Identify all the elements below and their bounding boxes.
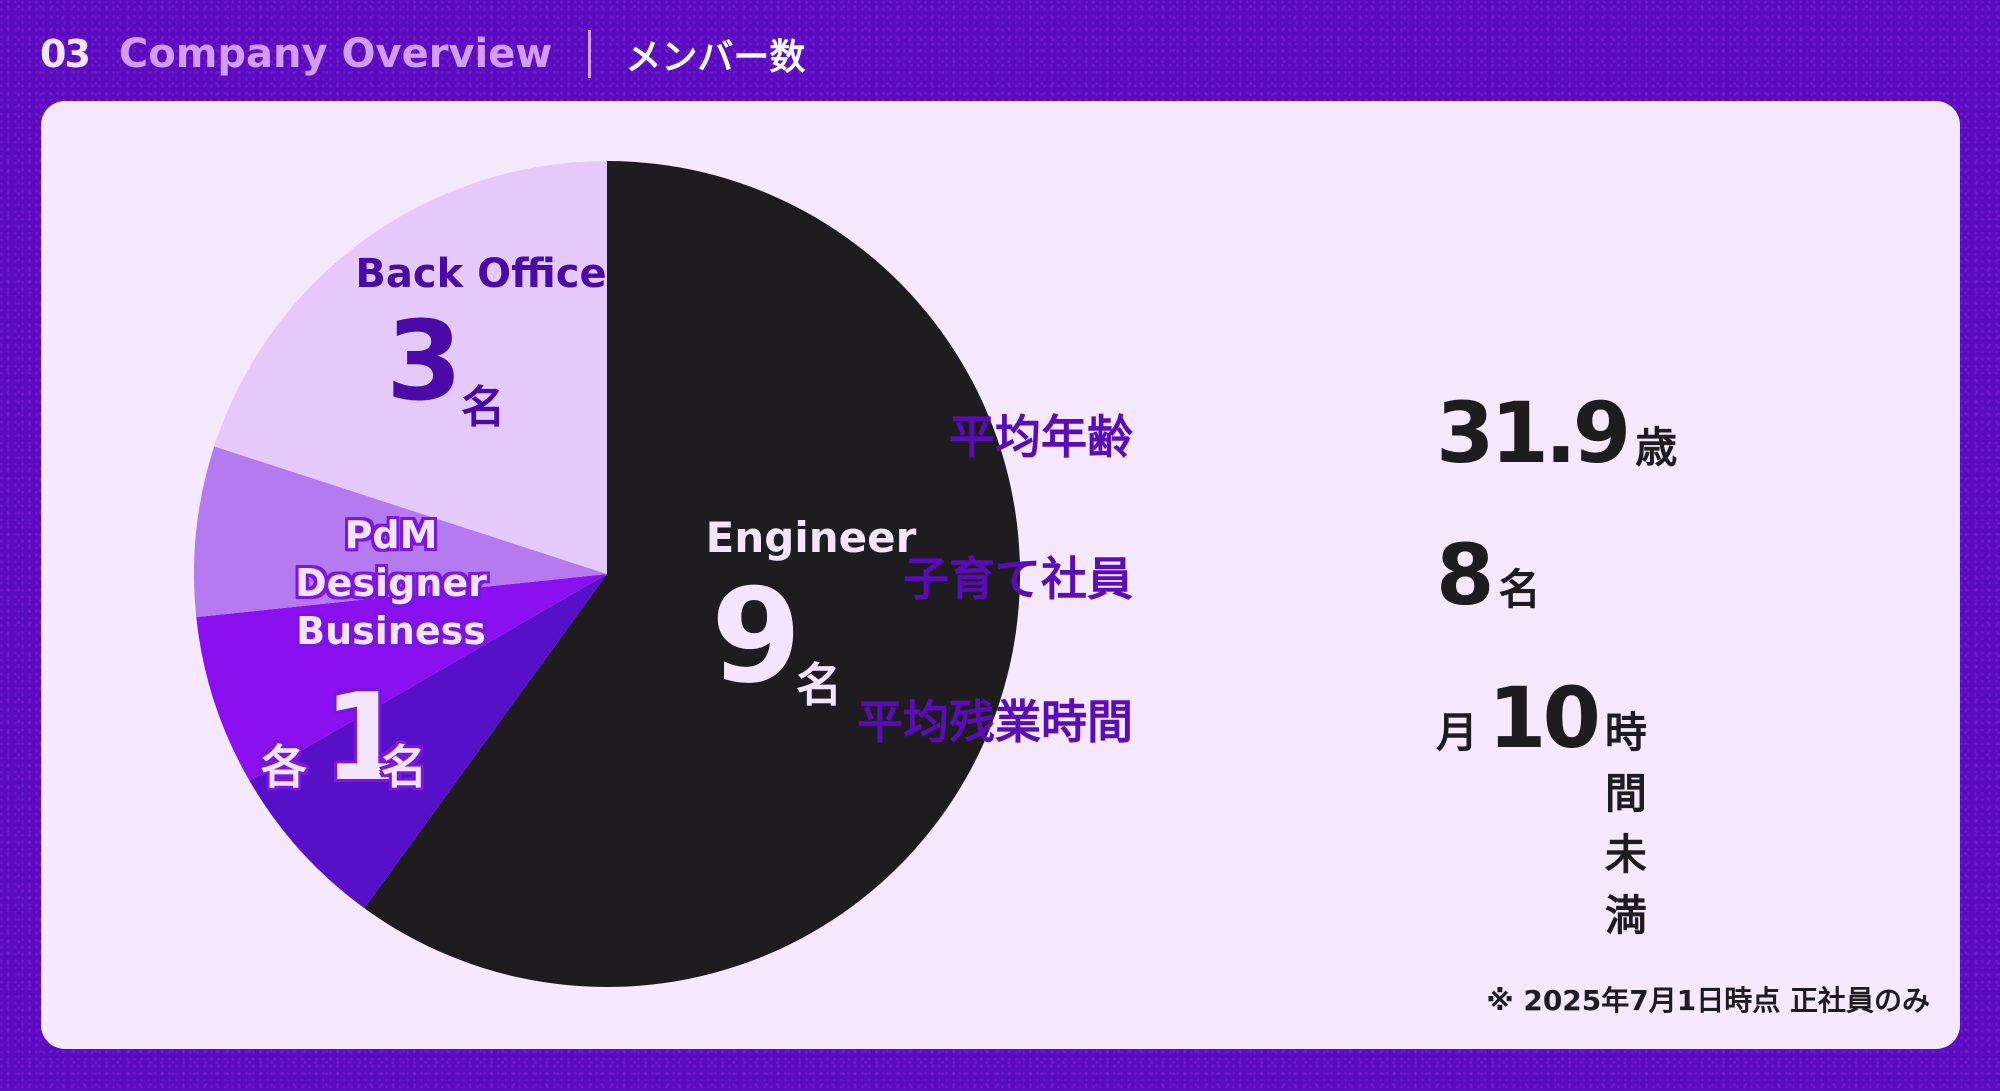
- stat-unit: 時間未満: [1604, 708, 1647, 940]
- pdm-label: PdM: [344, 513, 438, 557]
- engineer-count: 9: [711, 560, 802, 712]
- stat-number: 8: [1436, 526, 1494, 624]
- section-number: 03: [40, 32, 91, 76]
- slide-header: 03 Company Overview メンバー数: [40, 26, 805, 82]
- pie-slice-designer: [196, 574, 607, 781]
- page-title: メンバー数: [625, 37, 806, 78]
- back-office-label: Back Office: [355, 251, 607, 297]
- section-title: Company Overview: [118, 31, 553, 77]
- minor-roles-count: 1: [323, 669, 407, 808]
- engineer-label: Engineer: [705, 513, 917, 562]
- pie-slice-back-office: [214, 161, 607, 574]
- designer-label: Designer: [295, 561, 487, 605]
- stat-value-average-overtime: 月 10 時間未満: [1436, 676, 1647, 943]
- stat-number: 10: [1488, 669, 1601, 767]
- minor-roles-prefix: 各: [261, 740, 307, 794]
- stat-label-parent-employees: 子育て社員: [903, 552, 1133, 606]
- stat-prefix: 月: [1436, 708, 1479, 757]
- stat-label-average-overtime: 平均残業時間: [857, 695, 1133, 749]
- engineer-unit: 名: [796, 658, 842, 712]
- minor-roles-unit: 名: [381, 740, 427, 794]
- stat-unit: 名: [1498, 565, 1541, 614]
- business-label: Business: [296, 609, 486, 653]
- minor-roles-label: PdM Designer Business: [241, 511, 541, 655]
- pie-svg: [194, 161, 1020, 987]
- header-divider: [588, 30, 592, 78]
- pie-slice-business: [249, 574, 607, 909]
- member-pie-chart: [194, 161, 1020, 987]
- stat-unit: 歳: [1635, 423, 1678, 472]
- stat-number: 31.9: [1436, 384, 1631, 482]
- stat-value-parent-employees: 8 名: [1436, 533, 1540, 617]
- back-office-unit: 名: [461, 382, 505, 433]
- back-office-count: 3: [386, 297, 463, 425]
- pie-slice-engineer: [364, 161, 1020, 987]
- content-card: Back Office 3 名 Engineer 9 名 PdM Designe…: [41, 101, 1960, 1049]
- footnote: ※ 2025年7月1日時点 正社員のみ: [1486, 984, 1930, 1017]
- stat-label-average-age: 平均年齢: [949, 410, 1133, 464]
- stat-value-average-age: 31.9 歳: [1436, 391, 1677, 475]
- pie-slice-pdm: [194, 446, 607, 618]
